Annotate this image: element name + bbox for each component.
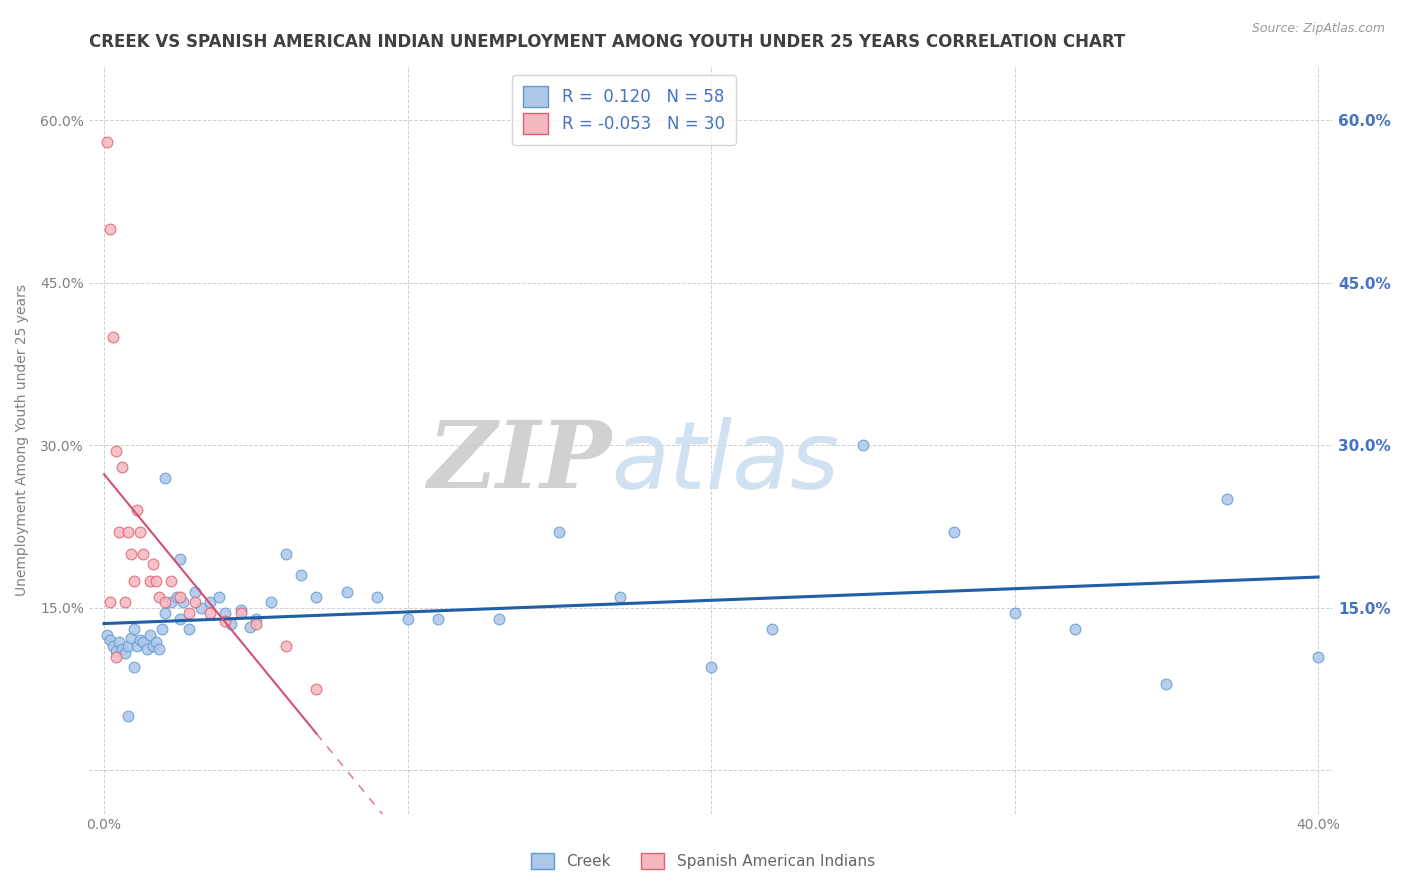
Point	[852, 438, 875, 452]
Point	[114, 646, 136, 660]
Point	[150, 623, 173, 637]
Point	[138, 628, 160, 642]
Point	[290, 568, 312, 582]
Point	[260, 595, 283, 609]
Point	[108, 635, 131, 649]
Point	[1156, 676, 1178, 690]
Point	[276, 547, 298, 561]
Point	[159, 595, 181, 609]
Point	[190, 600, 212, 615]
Point	[305, 590, 328, 604]
Point	[124, 574, 146, 588]
Y-axis label: Unemployment Among Youth under 25 years: Unemployment Among Youth under 25 years	[15, 284, 30, 596]
Point	[96, 135, 118, 149]
Point	[239, 620, 262, 634]
Point	[214, 606, 236, 620]
Text: ZIP: ZIP	[427, 417, 612, 508]
Point	[145, 574, 167, 588]
Point	[245, 617, 267, 632]
Point	[305, 681, 328, 696]
Text: CREEK VS SPANISH AMERICAN INDIAN UNEMPLOYMENT AMONG YOUTH UNDER 25 YEARS CORRELA: CREEK VS SPANISH AMERICAN INDIAN UNEMPLO…	[89, 33, 1125, 51]
Point	[132, 635, 155, 649]
Point	[108, 524, 131, 539]
Point	[426, 612, 449, 626]
Point	[148, 641, 170, 656]
Point	[548, 524, 571, 539]
Point	[129, 633, 152, 648]
Point	[229, 603, 252, 617]
Point	[145, 635, 167, 649]
Point	[366, 590, 388, 604]
Point	[138, 574, 160, 588]
Point	[98, 221, 121, 235]
Point	[214, 614, 236, 628]
Point	[101, 639, 124, 653]
Point	[1004, 606, 1026, 620]
Point	[101, 330, 124, 344]
Point	[1216, 492, 1239, 507]
Point	[114, 595, 136, 609]
Point	[120, 631, 142, 645]
Point	[396, 612, 419, 626]
Point	[127, 503, 149, 517]
Point	[221, 617, 243, 632]
Point	[142, 639, 165, 653]
Point	[200, 606, 222, 620]
Point	[153, 606, 176, 620]
Point	[166, 590, 188, 604]
Point	[245, 612, 267, 626]
Legend: R =  0.120   N = 58, R = -0.053   N = 30: R = 0.120 N = 58, R = -0.053 N = 30	[512, 75, 737, 145]
Point	[132, 547, 155, 561]
Point	[148, 590, 170, 604]
Point	[142, 558, 165, 572]
Text: Source: ZipAtlas.com: Source: ZipAtlas.com	[1251, 22, 1385, 36]
Point	[700, 660, 723, 674]
Point	[200, 595, 222, 609]
Point	[172, 595, 194, 609]
Point	[169, 552, 191, 566]
Point	[111, 641, 134, 656]
Point	[1064, 623, 1087, 637]
Point	[111, 460, 134, 475]
Text: atlas: atlas	[612, 417, 839, 508]
Point	[153, 595, 176, 609]
Point	[117, 709, 139, 723]
Point	[105, 443, 128, 458]
Point	[336, 584, 359, 599]
Point	[184, 584, 207, 599]
Point	[127, 639, 149, 653]
Point	[184, 595, 207, 609]
Point	[124, 660, 146, 674]
Point	[1306, 649, 1329, 664]
Point	[105, 644, 128, 658]
Point	[208, 590, 231, 604]
Point	[117, 524, 139, 539]
Legend: Creek, Spanish American Indians: Creek, Spanish American Indians	[526, 847, 880, 875]
Point	[229, 606, 252, 620]
Point	[488, 612, 510, 626]
Point	[129, 524, 152, 539]
Point	[117, 639, 139, 653]
Point	[98, 595, 121, 609]
Point	[120, 547, 142, 561]
Point	[153, 471, 176, 485]
Point	[942, 524, 965, 539]
Point	[276, 639, 298, 653]
Point	[159, 574, 181, 588]
Point	[124, 623, 146, 637]
Point	[177, 606, 200, 620]
Point	[105, 649, 128, 664]
Point	[609, 590, 631, 604]
Point	[96, 628, 118, 642]
Point	[169, 612, 191, 626]
Point	[98, 633, 121, 648]
Point	[761, 623, 783, 637]
Point	[135, 641, 157, 656]
Point	[177, 623, 200, 637]
Point	[169, 590, 191, 604]
